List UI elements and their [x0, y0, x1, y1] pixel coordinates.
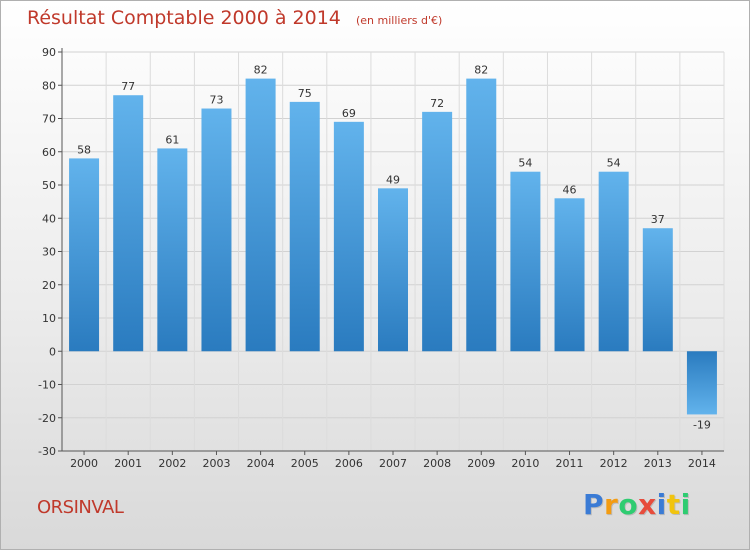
brand-letter: P [583, 488, 605, 521]
x-tick-label: 2013 [644, 457, 672, 470]
y-tick-label: 40 [42, 212, 56, 225]
bar [510, 171, 541, 352]
brand-letter: x [638, 488, 657, 521]
bar [466, 78, 497, 352]
label-layer: 58 77 61 73 82 75 69 49 72 82 54 46 54 37 -19 [77, 64, 711, 432]
bar [201, 108, 232, 352]
bar-layer [69, 78, 717, 415]
y-tick-label: 30 [42, 246, 56, 259]
x-tick-label: 2008 [423, 457, 451, 470]
brand-letter: t [666, 488, 681, 521]
bar [422, 111, 453, 352]
bar [378, 188, 408, 352]
axis-layer: -30 -20 -10 0 10 20 30 40 50 60 70 80 90 2000 2001 2002… [38, 46, 724, 470]
brand-letter: i [656, 488, 667, 521]
x-tick-label: 2005 [291, 457, 319, 470]
data-label: 82 [254, 64, 268, 77]
x-tick-label: 2007 [379, 457, 407, 470]
bar [245, 78, 276, 352]
x-tick-label: 2012 [600, 457, 628, 470]
bar [333, 121, 364, 352]
chart-title: Résultat Comptable 2000 à 2014 [27, 7, 341, 29]
bar [289, 101, 320, 352]
data-label: 46 [563, 183, 577, 196]
bar [157, 148, 188, 352]
y-tick-label: 60 [42, 146, 56, 159]
data-label: 73 [209, 94, 223, 107]
y-tick-label: -30 [38, 445, 56, 458]
x-tick-label: 2014 [688, 457, 716, 470]
data-label: 37 [651, 213, 665, 226]
bar [554, 198, 585, 352]
y-tick-label: 50 [42, 179, 56, 192]
data-label: 69 [342, 107, 356, 120]
x-tick-label: 2009 [467, 457, 495, 470]
data-label: 58 [77, 143, 91, 156]
brand-letter: o [618, 488, 639, 521]
data-label: 54 [607, 157, 621, 170]
bar [642, 228, 673, 352]
data-label: 82 [474, 64, 488, 77]
y-tick-label: 80 [42, 79, 56, 92]
data-label: 54 [518, 157, 532, 170]
x-tick-label: 2000 [70, 457, 98, 470]
data-label: 49 [386, 173, 400, 186]
y-tick-label: 0 [49, 345, 56, 358]
y-tick-label: -10 [38, 379, 56, 392]
y-tick-label: 10 [42, 312, 56, 325]
bar [598, 171, 629, 352]
brand-letter: r [604, 488, 619, 521]
y-tick-label: 90 [42, 46, 56, 59]
y-tick-label: 20 [42, 279, 56, 292]
brand-logo: Proxiti [583, 488, 691, 521]
data-label: 72 [430, 97, 444, 110]
x-tick-label: 2011 [556, 457, 584, 470]
data-label: 75 [298, 87, 312, 100]
x-tick-label: 2010 [511, 457, 539, 470]
brand-letter: i [680, 488, 691, 521]
data-label: 61 [165, 133, 179, 146]
city-name: ORSINVAL [37, 497, 124, 518]
bar [113, 95, 144, 352]
x-tick-label: 2001 [114, 457, 142, 470]
bar [686, 351, 717, 415]
y-tick-label: 70 [42, 113, 56, 126]
y-tick-label: -20 [38, 412, 56, 425]
data-label: -19 [693, 418, 711, 431]
x-tick-label: 2003 [202, 457, 230, 470]
bar [69, 158, 100, 352]
x-tick-label: 2006 [335, 457, 363, 470]
data-label: 77 [121, 80, 135, 93]
chart-unit: (en milliers d'€) [355, 14, 443, 27]
x-tick-label: 2004 [247, 457, 275, 470]
title-row: Résultat Comptable 2000 à 2014 (en milli… [27, 7, 442, 29]
x-tick-label: 2002 [158, 457, 186, 470]
